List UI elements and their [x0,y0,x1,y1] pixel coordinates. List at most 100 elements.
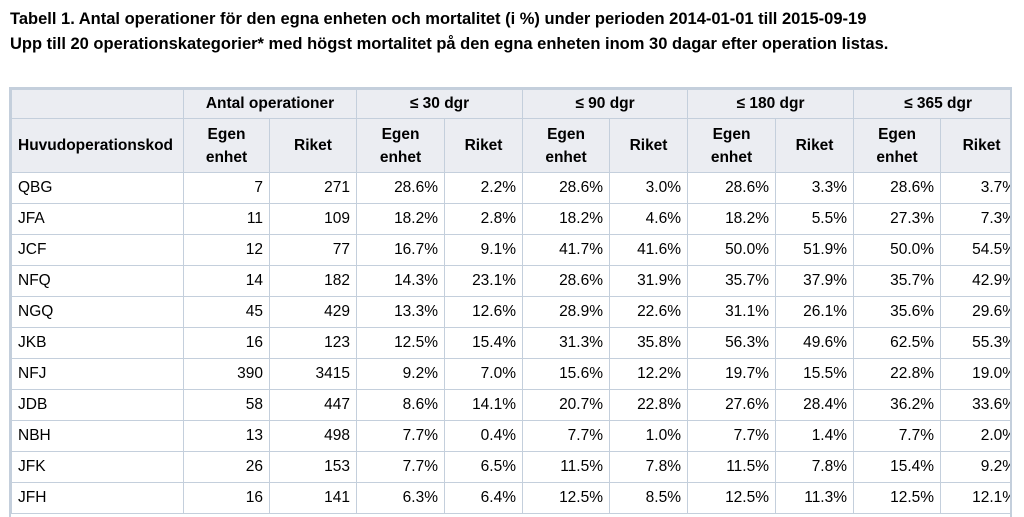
table-cell: 58 [183,389,270,421]
table-cell: 447 [268,389,358,421]
group-header-90d: ≤ 90 dgr [522,89,689,119]
table-row: JFA 11 109 18.2% 2.8% 18.2% 4.6% 18.2% 5.5% 27.3%… [11,203,1010,235]
table-cell: 56.3% [687,327,777,359]
table-cell: 28.6% [356,172,446,204]
group-header-count: Antal operationer [182,89,358,119]
table-cell: 7.7% [687,420,777,452]
table-cell: 1.0% [609,420,689,452]
table-cell: 271 [268,172,358,204]
table-cell: 22.6% [609,296,689,328]
group-header-blank [11,89,184,119]
table-container: Antal operationer ≤ 30 dgr ≤ 90 dgr ≤ 18… [9,87,1012,517]
table-cell: 12.5% [853,482,942,514]
column-header-own-unit: Egen enhet [522,118,611,173]
table-cell: 12.5% [522,482,611,514]
table-cell: 2.8% [444,203,524,235]
column-header-own-line-1: Egen [878,125,916,143]
table-cell: 15.5% [775,358,855,390]
table-cell: 14 [183,265,270,297]
table-cell: 55.3% [940,327,1010,359]
table-cell: 27.6% [687,389,777,421]
table-cell: 182 [268,265,358,297]
column-header-own-line-1: Egen [381,125,420,143]
table-body: QBG 7 271 28.6% 2.2% 28.6% 3.0% 28.6% 3.3% 28.6% 3… [11,172,1010,514]
table-cell: 7.7% [853,420,942,452]
table-cell: 35.6% [853,296,942,328]
table-cell: 28.6% [522,172,611,204]
column-header-nation: Riket [609,118,689,173]
table-cell: 26 [183,451,270,483]
table-cell: 54.5% [940,234,1010,266]
table-cell: 36.2% [853,389,942,421]
table-row: JCF 12 77 16.7% 9.1% 41.7% 41.6% 50.0% 51.9% 50.0… [11,234,1010,266]
operation-code-cell: NFJ [11,358,184,390]
sub-header-row: Huvudoperationskod Egen enhet Riket Egen enh… [11,118,1010,173]
table-cell: 2.2% [444,172,524,204]
table-cell: 12.5% [687,482,777,514]
table-cell: 26.1% [775,296,855,328]
table-cell: 8.6% [356,389,446,421]
table-cell: 18.2% [687,203,777,235]
table-cell: 12.1% [940,482,1010,514]
group-header-180d: ≤ 180 dgr [687,89,855,119]
column-header-own-line-2: enhet [545,148,587,166]
table-cell: 14.3% [356,265,446,297]
group-header-row: Antal operationer ≤ 30 dgr ≤ 90 dgr ≤ 18… [11,89,1010,119]
column-header-nation: Riket [775,118,855,173]
table-cell: 11.5% [522,451,611,483]
table-cell: 3.3% [775,172,855,204]
table-cell: 390 [183,358,270,390]
table-cell: 11.3% [775,482,855,514]
column-header-own-line-1: Egen [547,125,585,143]
table-cell: 13.3% [356,296,446,328]
table-row: JFK 26 153 7.7% 6.5% 11.5% 7.8% 11.5% 7.8% 15.4% 9… [11,451,1010,483]
operation-code-cell: JCF [11,234,184,266]
table-cell: 23.1% [444,265,524,297]
mortality-table: Antal operationer ≤ 30 dgr ≤ 90 dgr ≤ 18… [11,89,1010,514]
table-cell: 50.0% [687,234,777,266]
caption-line-2: Upp till 20 operationskategorier* med hö… [10,35,889,53]
table-cell: 16.7% [356,234,446,266]
table-cell: 31.1% [687,296,777,328]
table-cell: 35.7% [853,265,942,297]
table-cell: 12 [183,234,270,266]
table-caption: Tabell 1. Antal operationer för den egna… [10,7,1014,57]
table-cell: 15.6% [522,358,611,390]
table-cell: 49.6% [775,327,855,359]
column-header-own-unit: Egen enhet [183,118,270,173]
operation-code-cell: NGQ [11,296,184,328]
table-cell: 15.4% [444,327,524,359]
table-cell: 6.5% [444,451,524,483]
operation-code-cell: JKB [11,327,184,359]
operation-code-cell: JFH [11,482,184,514]
table-cell: 18.2% [356,203,446,235]
column-header-nation: Riket [268,118,358,173]
table-row: NFJ 390 3415 9.2% 7.0% 15.6% 12.2% 19.7% 15.5% 22… [11,358,1010,390]
table-cell: 31.9% [609,265,689,297]
column-header-own-line-2: enhet [876,148,918,166]
operation-code-cell: QBG [11,172,184,204]
table-cell: 498 [268,420,358,452]
table-cell: 77 [268,234,358,266]
table-cell: 3.0% [609,172,689,204]
table-row: JDB 58 447 8.6% 14.1% 20.7% 22.8% 27.6% 28.4% 36.… [11,389,1010,421]
table-cell: 15.4% [853,451,942,483]
table-cell: 62.5% [853,327,942,359]
table-cell: 5.5% [775,203,855,235]
column-header-own-line-2: enhet [710,148,753,166]
table-cell: 141 [268,482,358,514]
table-cell: 14.1% [444,389,524,421]
table-cell: 31.3% [522,327,611,359]
column-header-code: Huvudoperationskod [11,118,184,173]
table-cell: 429 [268,296,358,328]
table-cell: 7 [183,172,270,204]
column-header-own-unit: Egen enhet [687,118,777,173]
table-cell: 28.6% [687,172,777,204]
table-cell: 22.8% [609,389,689,421]
table-row: JKB 16 123 12.5% 15.4% 31.3% 35.8% 56.3% 49.6% 62… [11,327,1010,359]
table-cell: 3.7% [940,172,1010,204]
table-cell: 16 [183,482,270,514]
table-cell: 41.6% [609,234,689,266]
table-cell: 27.3% [853,203,942,235]
